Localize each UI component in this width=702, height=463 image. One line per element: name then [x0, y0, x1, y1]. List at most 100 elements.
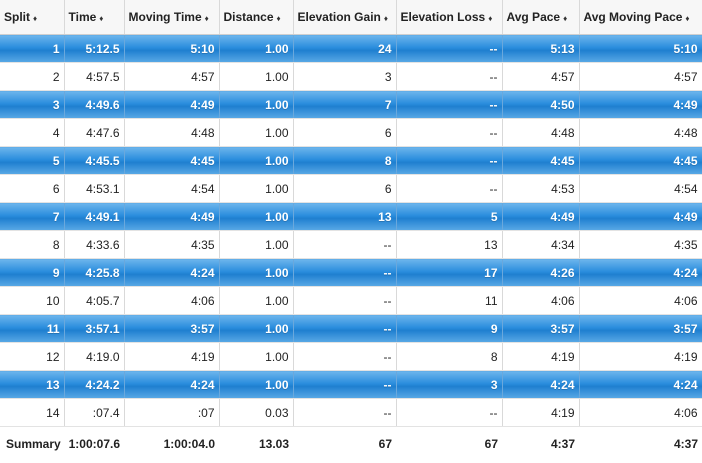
- cell-distance: 1.00: [219, 258, 294, 287]
- cell-distance: 1.00: [219, 90, 294, 119]
- cell-split: 6: [0, 174, 65, 203]
- table-row[interactable]: 6 4:53.1 4:54 1.00 6 -- 4:53 4:54: [0, 174, 702, 203]
- column-header-elevation-gain[interactable]: Elevation Gain ♦: [293, 0, 397, 35]
- sort-arrows-icon[interactable]: ♦: [33, 14, 38, 23]
- cell-time: 4:45.5: [64, 146, 125, 175]
- cell-avg-moving-pace: 4:35: [579, 230, 702, 259]
- cell-avg-pace: 4:48: [502, 118, 580, 147]
- sort-arrows-icon[interactable]: ♦: [99, 14, 104, 23]
- cell-elevation-gain: 6: [293, 118, 397, 147]
- cell-elevation-loss: 5: [396, 202, 503, 231]
- cell-distance: 1.00: [219, 34, 294, 63]
- summary-elevation-loss: 67: [396, 426, 502, 461]
- summary-moving-time: 1:00:04.0: [124, 426, 219, 461]
- summary-avg-pace: 4:37: [502, 426, 579, 461]
- table-row[interactable]: 8 4:33.6 4:35 1.00 -- 13 4:34 4:35: [0, 230, 702, 259]
- table-row[interactable]: 2 4:57.5 4:57 1.00 3 -- 4:57 4:57: [0, 62, 702, 91]
- sort-arrows-icon[interactable]: ♦: [276, 14, 281, 23]
- table-header: Split ♦ Time ♦ Moving Time ♦ Distance ♦ Elevatio…: [0, 0, 702, 35]
- cell-moving-time: 4:45: [124, 146, 220, 175]
- cell-elevation-loss: --: [396, 62, 503, 91]
- sort-arrows-icon[interactable]: ♦: [383, 14, 388, 23]
- cell-elevation-gain: --: [293, 314, 397, 343]
- cell-time: 4:25.8: [64, 258, 125, 287]
- table-row[interactable]: 5 4:45.5 4:45 1.00 8 -- 4:45 4:45: [0, 146, 702, 175]
- cell-moving-time: 4:49: [124, 90, 220, 119]
- cell-avg-pace: 4:57: [502, 62, 580, 91]
- column-header-label: Elevation Loss: [400, 10, 486, 24]
- cell-split: 3: [0, 90, 65, 119]
- table-row[interactable]: 9 4:25.8 4:24 1.00 -- 17 4:26 4:24: [0, 258, 702, 287]
- cell-moving-time: 4:06: [124, 286, 220, 315]
- cell-avg-pace: 4:53: [502, 174, 580, 203]
- summary-label: Summary: [0, 426, 64, 461]
- cell-elevation-loss: 11: [396, 286, 503, 315]
- sort-arrows-icon[interactable]: ♦: [563, 14, 568, 23]
- cell-avg-pace: 3:57: [502, 314, 580, 343]
- cell-elevation-loss: --: [396, 146, 503, 175]
- cell-avg-moving-pace: 4:24: [579, 370, 702, 399]
- column-header-label: Split: [4, 10, 30, 24]
- sort-arrows-icon[interactable]: ♦: [204, 14, 209, 23]
- sort-arrows-icon[interactable]: ♦: [488, 14, 493, 23]
- column-header-avg-moving-pace[interactable]: Avg Moving Pace ♦: [579, 0, 702, 35]
- cell-distance: 1.00: [219, 146, 294, 175]
- table-row[interactable]: 12 4:19.0 4:19 1.00 -- 8 4:19 4:19: [0, 342, 702, 371]
- cell-moving-time: 4:19: [124, 342, 220, 371]
- cell-distance: 1.00: [219, 370, 294, 399]
- cell-split: 5: [0, 146, 65, 175]
- table-row[interactable]: 13 4:24.2 4:24 1.00 -- 3 4:24 4:24: [0, 370, 702, 399]
- table-row[interactable]: 10 4:05.7 4:06 1.00 -- 11 4:06 4:06: [0, 286, 702, 315]
- cell-avg-moving-pace: 4:54: [579, 174, 702, 203]
- cell-distance: 1.00: [219, 202, 294, 231]
- cell-elevation-loss: --: [396, 398, 503, 427]
- table-row[interactable]: 4 4:47.6 4:48 1.00 6 -- 4:48 4:48: [0, 118, 702, 147]
- column-header-avg-pace[interactable]: Avg Pace ♦: [502, 0, 580, 35]
- table-row[interactable]: 14:07.4:07 0.03 -- -- 4:19 4:06: [0, 398, 702, 427]
- cell-elevation-gain: 24: [293, 34, 397, 63]
- column-header-moving-time[interactable]: Moving Time ♦: [124, 0, 220, 35]
- column-header-elevation-loss[interactable]: Elevation Loss ♦: [396, 0, 503, 35]
- cell-distance: 1.00: [219, 118, 294, 147]
- cell-moving-time: 4:24: [124, 258, 220, 287]
- cell-elevation-loss: 8: [396, 342, 503, 371]
- cell-moving-time: 4:24: [124, 370, 220, 399]
- cell-time: 4:05.7: [64, 286, 125, 315]
- cell-split: 9: [0, 258, 65, 287]
- table-row[interactable]: 3 4:49.6 4:49 1.00 7 -- 4:50 4:49: [0, 90, 702, 119]
- cell-time: 4:33.6: [64, 230, 125, 259]
- column-header-label: Avg Pace: [506, 10, 561, 24]
- cell-moving-time: 4:49: [124, 202, 220, 231]
- cell-moving-time: :07: [124, 398, 220, 427]
- table-body: 1 5:12.5 5:10 1.00 24 -- 5:13 5:10 2 4:57.5 4:57 1.…: [0, 34, 702, 461]
- column-header-distance[interactable]: Distance ♦: [219, 0, 294, 35]
- cell-elevation-loss: 3: [396, 370, 503, 399]
- cell-split: 12: [0, 342, 65, 371]
- summary-time: 1:00:07.6: [64, 426, 124, 461]
- cell-time: 4:49.6: [64, 90, 125, 119]
- column-header-label: Time: [68, 10, 97, 24]
- cell-avg-moving-pace: 4:49: [579, 90, 702, 119]
- table-row[interactable]: 11 3:57.1 3:57 1.00 -- 9 3:57 3:57: [0, 314, 702, 343]
- table-row[interactable]: 7 4:49.1 4:49 1.00 13 5 4:49 4:49: [0, 202, 702, 231]
- sort-arrows-icon[interactable]: ♦: [685, 14, 690, 23]
- cell-avg-moving-pace: 4:57: [579, 62, 702, 91]
- cell-split: 13: [0, 370, 65, 399]
- cell-avg-pace: 4:45: [502, 146, 580, 175]
- cell-elevation-loss: 17: [396, 258, 503, 287]
- cell-elevation-gain: 3: [293, 62, 397, 91]
- cell-avg-pace: 4:26: [502, 258, 580, 287]
- cell-avg-moving-pace: 4:45: [579, 146, 702, 175]
- cell-avg-pace: 4:19: [502, 398, 580, 427]
- cell-distance: 1.00: [219, 230, 294, 259]
- column-header-time[interactable]: Time ♦: [64, 0, 125, 35]
- cell-avg-pace: 4:06: [502, 286, 580, 315]
- cell-distance: 1.00: [219, 342, 294, 371]
- cell-avg-pace: 4:24: [502, 370, 580, 399]
- cell-split: 2: [0, 62, 65, 91]
- table-row[interactable]: 1 5:12.5 5:10 1.00 24 -- 5:13 5:10: [0, 34, 702, 63]
- cell-avg-pace: 4:50: [502, 90, 580, 119]
- column-header-split[interactable]: Split ♦: [0, 0, 65, 35]
- cell-moving-time: 4:48: [124, 118, 220, 147]
